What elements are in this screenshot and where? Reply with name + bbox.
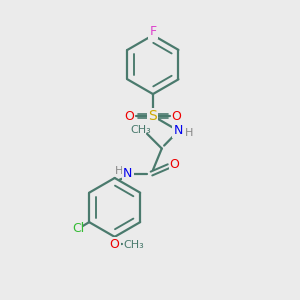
Text: O: O (124, 110, 134, 123)
Text: Cl: Cl (72, 222, 85, 235)
Text: O: O (169, 158, 179, 171)
Text: CH₃: CH₃ (124, 240, 144, 250)
Text: H: H (185, 128, 193, 138)
Text: F: F (149, 25, 157, 38)
Text: N: N (173, 124, 183, 137)
Text: O: O (110, 238, 120, 251)
Text: S: S (148, 109, 157, 123)
Text: CH₃: CH₃ (131, 125, 152, 135)
Text: O: O (172, 110, 182, 123)
Text: N: N (123, 167, 133, 180)
Text: H: H (115, 166, 123, 176)
